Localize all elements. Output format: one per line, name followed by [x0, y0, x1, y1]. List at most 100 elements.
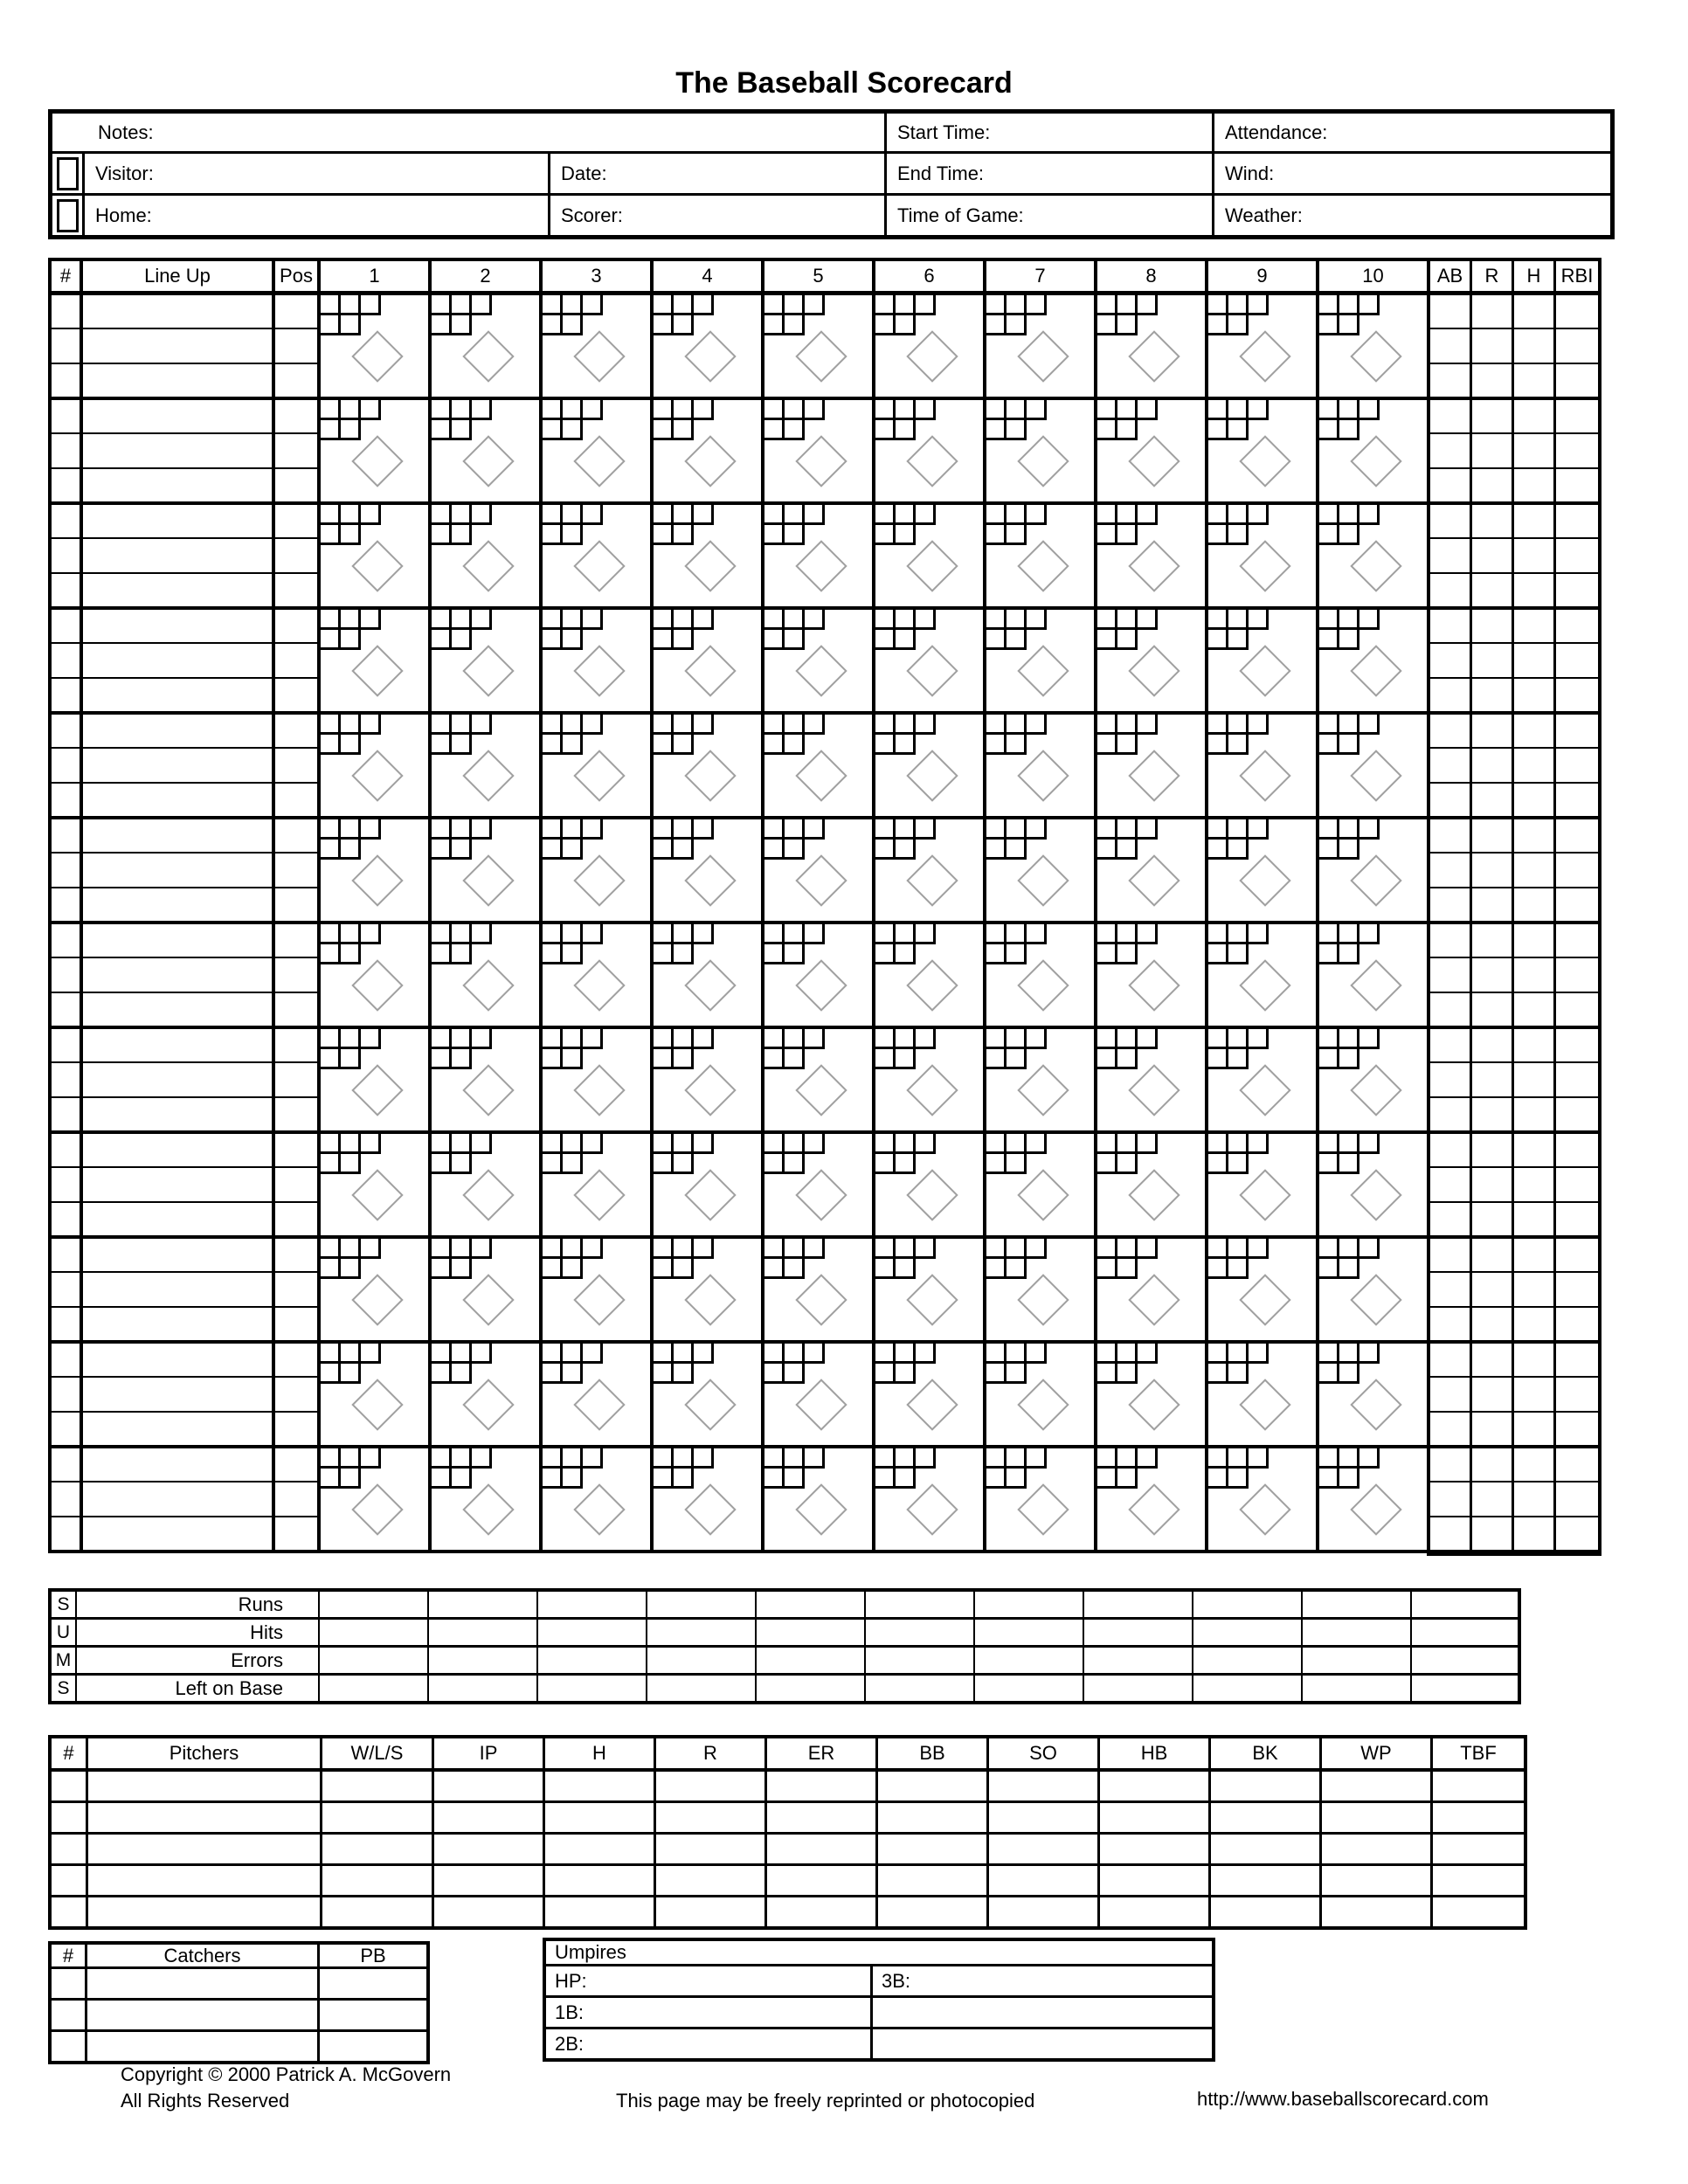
pitcher-cell: [767, 1866, 878, 1895]
ball-boxes-row: [543, 1239, 650, 1259]
strike-box: [654, 1364, 674, 1384]
strike-boxes-row: [654, 1154, 761, 1174]
ball-box: [361, 295, 381, 315]
pitch-count-grid: [764, 1448, 872, 1489]
pitcher-cell: [88, 1772, 322, 1800]
umpires-row-2: 1B:: [546, 1998, 1212, 2029]
position-cell-line: [275, 1308, 317, 1340]
ball-box: [1319, 1134, 1339, 1154]
stat-cell-line: [1556, 1308, 1598, 1340]
strike-boxes-row: [875, 315, 983, 335]
stat-cell-line: [1472, 854, 1512, 888]
ball-boxes-row: [1208, 400, 1316, 420]
stat-cell-line: [1556, 295, 1598, 330]
ball-box: [1319, 610, 1339, 630]
pitcher-cell: [545, 1866, 656, 1895]
diamond-icon: [795, 750, 847, 802]
pitcher-cell: [1211, 1772, 1322, 1800]
pitch-count-grid: [1208, 400, 1316, 440]
ball-box: [341, 715, 361, 735]
player-name-cell: [83, 1134, 275, 1235]
ball-boxes-row: [654, 295, 761, 315]
ball-box: [1027, 1239, 1047, 1259]
stat-cell-line: [1472, 1134, 1512, 1169]
stat-cell-line: [1472, 784, 1512, 816]
strike-box: [432, 735, 452, 755]
diamond-icon: [462, 854, 515, 907]
diamond-icon: [1239, 645, 1291, 697]
strike-box: [543, 840, 563, 860]
player-name-cell: [83, 505, 275, 606]
ball-box: [361, 715, 381, 735]
strike-boxes-row: [321, 1259, 428, 1279]
ball-box: [1228, 400, 1249, 420]
strike-boxes-row: [764, 735, 872, 755]
strike-box: [674, 1049, 694, 1069]
pitchers-col-ip: IP: [434, 1738, 545, 1768]
pitcher-cell: [878, 1866, 989, 1895]
inning-cell: [543, 715, 654, 816]
ball-box: [785, 505, 805, 525]
ball-box: [764, 1029, 785, 1049]
diamond-icon: [1017, 750, 1069, 802]
pitchers-col-tbf: TBF: [1460, 1742, 1497, 1764]
ball-box: [986, 1448, 1007, 1469]
ball-box: [875, 819, 896, 840]
ball-box: [472, 1239, 492, 1259]
ball-box: [674, 610, 694, 630]
player-name-cell: [83, 1239, 275, 1340]
strike-boxes-row: [432, 1154, 539, 1174]
ball-box: [654, 610, 674, 630]
ball-box: [916, 505, 936, 525]
strike-boxes-row: [1208, 1049, 1316, 1069]
inning-cell: [986, 924, 1097, 1026]
strike-boxes-row: [764, 1259, 872, 1279]
strike-box: [654, 1469, 674, 1489]
ball-box: [563, 819, 583, 840]
strike-box: [896, 420, 916, 440]
sums-cell: [320, 1676, 429, 1701]
inning-cell: [1097, 1448, 1208, 1550]
ball-box: [805, 1239, 825, 1259]
diamond-icon: [351, 435, 404, 487]
ball-boxes-row: [432, 1239, 539, 1259]
sums-cell: [429, 1676, 538, 1701]
umpire-3b-field: 3B:: [882, 1969, 911, 1992]
pitcher-cell: [52, 1897, 88, 1926]
strike-box: [321, 840, 341, 860]
stat-cell-line: [1556, 1413, 1598, 1445]
diamond-icon: [1239, 854, 1291, 907]
sums-cell: [1303, 1620, 1412, 1645]
position-cell: [275, 1239, 321, 1340]
strike-box: [1228, 840, 1249, 860]
pitcher-cell: [1433, 1772, 1524, 1800]
ball-box: [1208, 400, 1228, 420]
pitch-count-grid: [543, 1029, 650, 1069]
ball-box: [1319, 505, 1339, 525]
inning-cell: [764, 295, 875, 397]
pitch-count-grid: [875, 715, 983, 755]
strike-boxes-row: [543, 630, 650, 650]
stat-cell-line: [1556, 1448, 1598, 1483]
strike-box: [764, 1469, 785, 1489]
ball-boxes-row: [1208, 1029, 1316, 1049]
ball-boxes-row: [986, 295, 1094, 315]
ball-box: [1228, 819, 1249, 840]
pitch-count-grid: [1208, 295, 1316, 335]
diamond-icon: [351, 540, 404, 592]
stat-cell: [1514, 819, 1556, 921]
inning-cell: [321, 1344, 432, 1445]
ball-box: [472, 1134, 492, 1154]
catcher-row: [52, 1969, 426, 2001]
player-name-cell-line: [83, 784, 272, 816]
strike-box: [1007, 735, 1027, 755]
pitch-count-grid: [986, 1448, 1094, 1489]
visitor-checkbox-cell: [52, 154, 85, 193]
strike-boxes-row: [1097, 1259, 1205, 1279]
inning-cell: [321, 295, 432, 397]
diamond-icon: [906, 1379, 958, 1431]
ball-box: [361, 1239, 381, 1259]
strike-boxes-row: [654, 630, 761, 650]
strike-box: [1117, 420, 1138, 440]
pitch-count-grid: [654, 1448, 761, 1489]
